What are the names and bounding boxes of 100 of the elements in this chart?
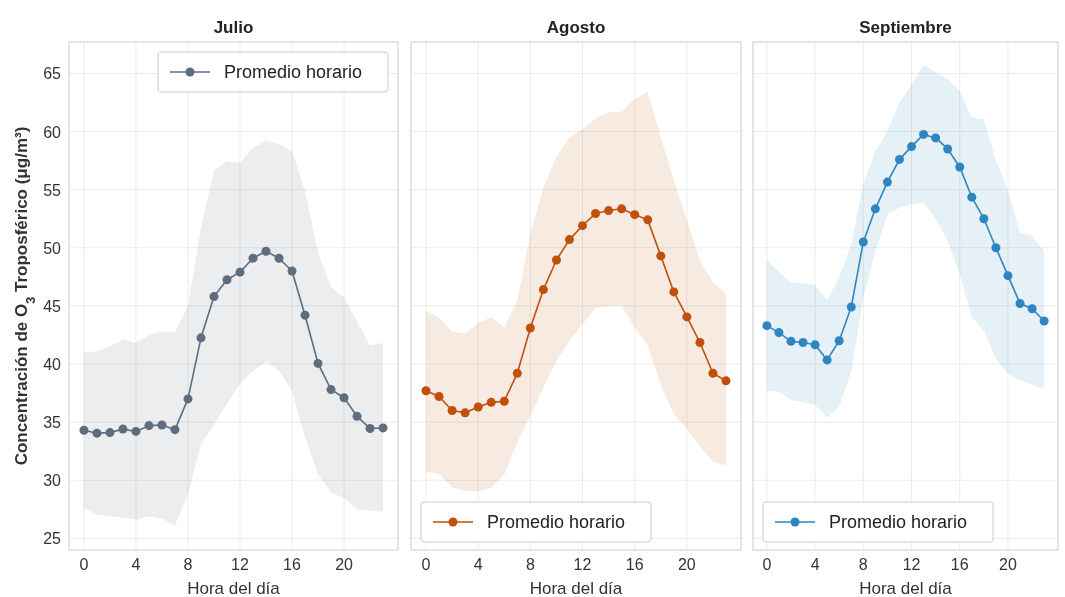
point <box>92 428 102 438</box>
point <box>1039 316 1049 326</box>
y-tick-label: 60 <box>43 123 62 141</box>
point <box>144 421 154 431</box>
point <box>708 368 718 378</box>
point <box>339 393 349 403</box>
point <box>882 177 892 187</box>
y-tick-label: 25 <box>43 530 62 548</box>
x-axis-title: Hora del día <box>529 579 623 597</box>
point <box>170 425 180 435</box>
point <box>1027 304 1037 314</box>
point <box>365 424 375 434</box>
point <box>525 323 535 333</box>
point <box>786 336 796 346</box>
point <box>538 285 548 295</box>
point <box>846 302 856 312</box>
point <box>774 328 784 338</box>
point <box>967 192 977 202</box>
x-axis-title: Hora del día <box>859 579 953 597</box>
x-tick-label: 16 <box>625 556 644 573</box>
point <box>326 385 336 395</box>
x-tick-label: 16 <box>950 556 969 573</box>
x-tick-label: 12 <box>573 556 592 573</box>
point <box>499 396 509 406</box>
point <box>222 275 232 285</box>
point <box>907 142 917 152</box>
point <box>473 402 483 412</box>
point <box>1015 299 1025 309</box>
chart-title: Agosto <box>546 18 606 37</box>
point <box>157 420 167 430</box>
point <box>955 162 965 172</box>
point <box>643 215 653 225</box>
point <box>1003 271 1013 281</box>
legend-label: Promedio horario <box>829 512 968 532</box>
point <box>991 243 1001 253</box>
x-tick-label: 0 <box>421 556 431 573</box>
point <box>287 266 297 276</box>
point <box>564 235 574 245</box>
point <box>604 206 614 216</box>
point <box>979 214 989 224</box>
x-tick-label: 0 <box>79 556 89 573</box>
point <box>209 292 219 302</box>
point <box>79 425 89 435</box>
y-tick-label: 45 <box>43 297 62 315</box>
legend-label: Promedio horario <box>224 62 363 82</box>
point <box>798 338 808 347</box>
point <box>274 253 284 263</box>
point <box>460 408 470 418</box>
point <box>235 267 245 277</box>
point <box>894 154 904 164</box>
x-tick-label: 8 <box>858 556 868 573</box>
point <box>870 204 880 214</box>
point <box>810 340 820 350</box>
point <box>630 210 640 220</box>
x-tick-label: 12 <box>902 556 921 573</box>
point <box>695 338 705 347</box>
chart-title: Julio <box>213 18 254 37</box>
point <box>858 237 868 247</box>
point <box>421 386 431 396</box>
point <box>931 133 941 143</box>
x-tick-label: 4 <box>473 556 483 573</box>
point <box>261 246 271 256</box>
x-axis-title: Hora del día <box>187 579 281 597</box>
chart-title: Septiembre <box>859 18 952 37</box>
point <box>591 208 601 218</box>
point <box>105 428 115 438</box>
point <box>248 253 258 263</box>
y-tick-label: 40 <box>43 356 62 373</box>
point <box>300 310 310 320</box>
x-tick-label: 12 <box>231 556 249 573</box>
x-tick-label: 8 <box>525 556 535 573</box>
point <box>656 251 666 261</box>
x-tick-label: 8 <box>183 556 193 573</box>
point <box>617 204 627 214</box>
x-tick-label: 20 <box>999 556 1017 573</box>
point <box>378 423 388 433</box>
point <box>721 376 731 386</box>
y-tick-label: 65 <box>43 65 62 83</box>
y-tick-label: 35 <box>43 414 62 432</box>
point <box>551 255 561 265</box>
point <box>118 424 128 434</box>
x-tick-label: 20 <box>335 556 354 573</box>
point <box>434 392 444 402</box>
x-tick-label: 4 <box>131 556 141 573</box>
point <box>447 406 457 415</box>
x-tick-label: 0 <box>762 556 772 573</box>
point <box>822 355 832 365</box>
point <box>682 312 692 322</box>
y-tick-label: 50 <box>43 239 62 257</box>
point <box>512 368 522 378</box>
point <box>762 321 772 331</box>
point <box>196 333 206 343</box>
x-tick-label: 16 <box>283 556 302 573</box>
legend-label: Promedio horario <box>487 512 626 532</box>
point <box>578 221 588 231</box>
point <box>183 394 193 404</box>
point <box>131 426 141 436</box>
x-tick-label: 4 <box>810 556 820 573</box>
point <box>919 129 929 139</box>
point <box>313 358 323 368</box>
